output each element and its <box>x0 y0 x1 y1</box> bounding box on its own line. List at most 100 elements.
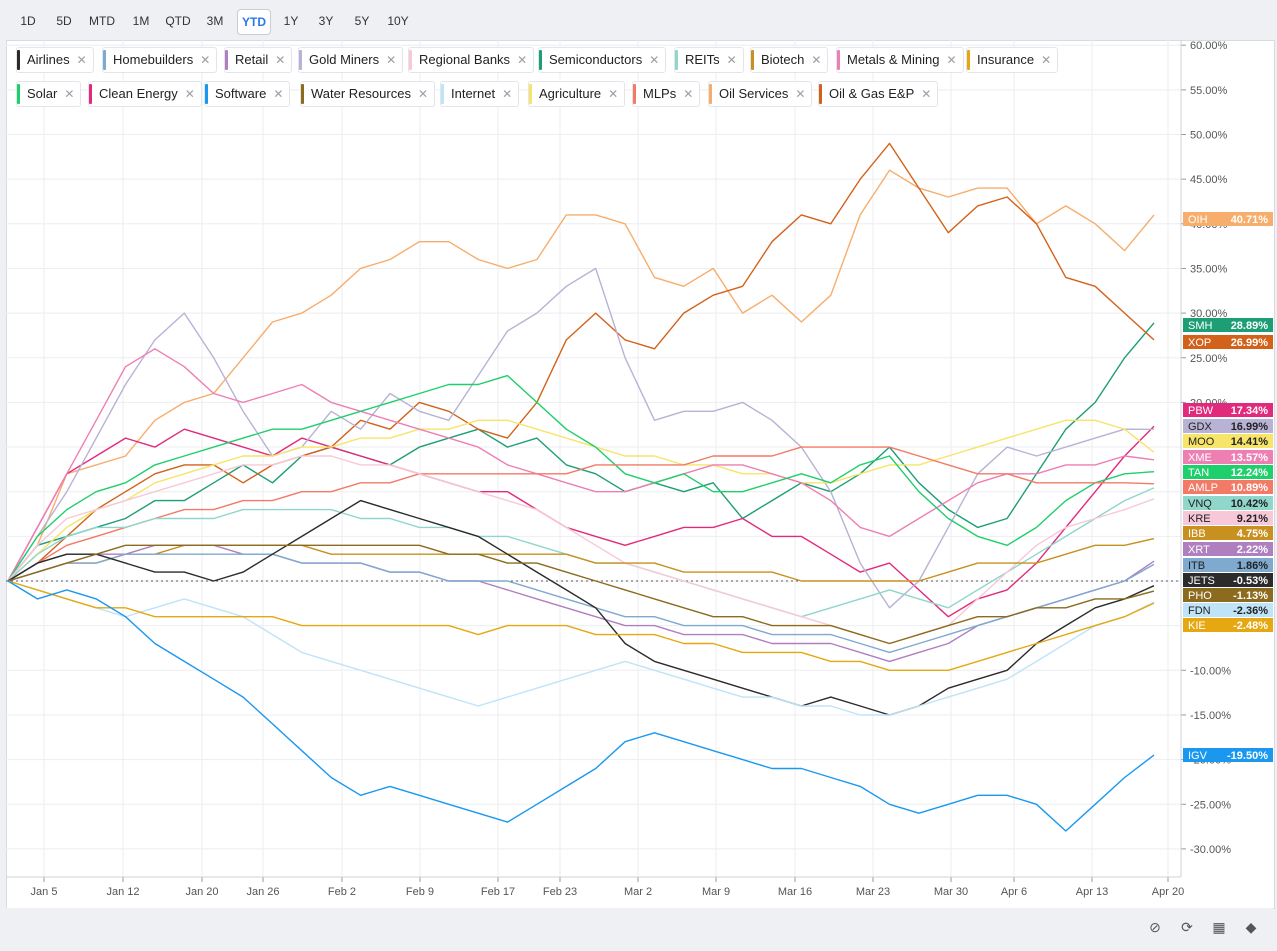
legend-label: Agriculture <box>539 86 602 101</box>
close-icon[interactable]: ✕ <box>273 87 284 101</box>
legend-label: Biotech <box>761 52 805 67</box>
series-value-label: 14.41% <box>1231 436 1269 448</box>
legend-chip[interactable]: Water Resources ✕ <box>300 81 435 107</box>
series-ticker-label: XOP <box>1188 337 1211 349</box>
series-value-label: 10.42% <box>1231 498 1269 510</box>
series-value-label: 1.86% <box>1237 560 1268 572</box>
range-button-5y[interactable]: 5Y <box>354 14 370 28</box>
close-icon[interactable]: ✕ <box>795 87 806 101</box>
series-ticker-label: PBW <box>1188 405 1214 417</box>
legend-label: Metals & Mining <box>847 52 940 67</box>
range-button-ytd[interactable]: YTD <box>237 9 271 35</box>
chart-panel <box>6 40 1275 909</box>
range-button-10y[interactable]: 10Y <box>387 14 409 28</box>
series-end-tag <box>1183 542 1273 556</box>
legend-chip[interactable]: Semiconductors ✕ <box>538 47 667 73</box>
series-line <box>7 580 1155 832</box>
close-icon[interactable]: ✕ <box>76 53 87 67</box>
close-icon[interactable]: ✕ <box>502 87 513 101</box>
close-icon[interactable]: ✕ <box>649 53 660 67</box>
legend-chip[interactable]: REITs ✕ <box>674 47 744 73</box>
chart-footer: ⊘ ⟳ ▦ ◆ <box>6 908 1273 944</box>
legend-chip[interactable]: Homebuilders ✕ <box>102 47 218 73</box>
series-value-label: 17.34% <box>1231 405 1269 417</box>
close-icon[interactable]: ✕ <box>517 53 528 67</box>
series-end-tag <box>1183 588 1273 602</box>
series-ticker-label: ITB <box>1188 560 1205 572</box>
series-line <box>7 142 1155 582</box>
close-icon[interactable]: ✕ <box>64 87 75 101</box>
legend-label: Oil Services <box>719 86 789 101</box>
close-icon[interactable]: ✕ <box>683 87 694 101</box>
series-end-tag <box>1183 480 1273 494</box>
close-icon[interactable]: ✕ <box>200 53 211 67</box>
rotate-icon[interactable]: ⟳ <box>1181 919 1193 935</box>
close-icon[interactable]: ✕ <box>184 87 195 101</box>
close-icon[interactable]: ✕ <box>946 53 957 67</box>
legend-chip[interactable]: Solar ✕ <box>16 81 82 107</box>
series-ticker-label: XME <box>1188 452 1212 464</box>
y-tick-label: 30.00% <box>1190 308 1228 320</box>
x-tick-label: Jan 20 <box>185 886 218 898</box>
legend-chip[interactable]: Insurance ✕ <box>966 47 1059 73</box>
range-button-mtd[interactable]: MTD <box>89 14 115 28</box>
range-button-1d[interactable]: 1D <box>20 14 36 28</box>
range-button-1y[interactable]: 1Y <box>283 14 299 28</box>
legend-label: Solar <box>27 86 58 101</box>
legend-swatch <box>709 84 712 104</box>
range-button-1m[interactable]: 1M <box>132 14 150 28</box>
range-toolbar: 1D 5D MTD 1M QTD 3M YTD 1Y 3Y 5Y 10Y <box>0 0 1277 42</box>
series-value-label: 2.22% <box>1237 544 1268 556</box>
tag-icon[interactable]: ◆ <box>1245 919 1257 935</box>
close-icon[interactable]: ✕ <box>275 53 286 67</box>
legend-chip[interactable]: Oil & Gas E&P ✕ <box>818 81 939 107</box>
series-end-tag <box>1183 335 1273 349</box>
close-icon[interactable]: ✕ <box>921 87 932 101</box>
close-icon[interactable]: ✕ <box>608 87 619 101</box>
legend-label: Water Resources <box>311 86 411 101</box>
legend-chip[interactable]: Retail ✕ <box>224 47 293 73</box>
series-end-tag <box>1183 748 1273 762</box>
legend-chip[interactable]: Agriculture ✕ <box>528 81 626 107</box>
series-line <box>7 446 1155 582</box>
series-ticker-label: IGV <box>1188 750 1208 762</box>
range-button-qtd[interactable]: QTD <box>165 14 191 28</box>
legend-label: Retail <box>235 52 269 67</box>
legend-chip[interactable]: Airlines ✕ <box>16 47 94 73</box>
series-line <box>7 169 1155 582</box>
series-line <box>7 322 1155 582</box>
eye-off-icon[interactable]: ⊘ <box>1149 919 1161 935</box>
series-line <box>7 374 1155 582</box>
legend-chip[interactable]: Clean Energy ✕ <box>88 81 202 107</box>
legend-chip[interactable]: Biotech ✕ <box>750 47 829 73</box>
series-ticker-label: AMLP <box>1188 482 1218 494</box>
series-ticker-label: KIE <box>1188 620 1206 632</box>
series-value-label: 12.24% <box>1231 467 1269 479</box>
grid-icon[interactable]: ▦ <box>1212 919 1226 935</box>
close-icon[interactable]: ✕ <box>811 53 822 67</box>
range-button-3m[interactable]: 3M <box>206 14 224 28</box>
series-ticker-label: KRE <box>1188 513 1211 525</box>
close-icon[interactable]: ✕ <box>417 87 428 101</box>
close-icon[interactable]: ✕ <box>386 53 397 67</box>
legend-chip[interactable]: Gold Miners ✕ <box>298 47 404 73</box>
legend-swatch <box>967 50 970 70</box>
close-icon[interactable]: ✕ <box>726 53 737 67</box>
range-button-3y[interactable]: 3Y <box>318 14 334 28</box>
close-icon[interactable]: ✕ <box>1041 53 1052 67</box>
legend-chip[interactable]: Software ✕ <box>204 81 291 107</box>
series-value-label: 13.57% <box>1231 452 1269 464</box>
series-end-tag <box>1183 603 1273 617</box>
legend-chip[interactable]: Oil Services ✕ <box>708 81 813 107</box>
series-line <box>7 348 1155 582</box>
series-ticker-label: JETS <box>1188 575 1215 587</box>
legend-chip[interactable]: MLPs ✕ <box>632 81 701 107</box>
legend-chip[interactable]: Regional Banks ✕ <box>408 47 535 73</box>
legend-chip[interactable]: Metals & Mining ✕ <box>836 47 964 73</box>
y-tick-label: 50.00% <box>1190 130 1228 142</box>
range-button-5d[interactable]: 5D <box>56 14 72 28</box>
series-value-label: 10.89% <box>1231 482 1269 494</box>
legend-chip[interactable]: Internet ✕ <box>440 81 520 107</box>
legend-swatch <box>225 50 228 70</box>
y-tick-label: -30.00% <box>1190 844 1231 856</box>
